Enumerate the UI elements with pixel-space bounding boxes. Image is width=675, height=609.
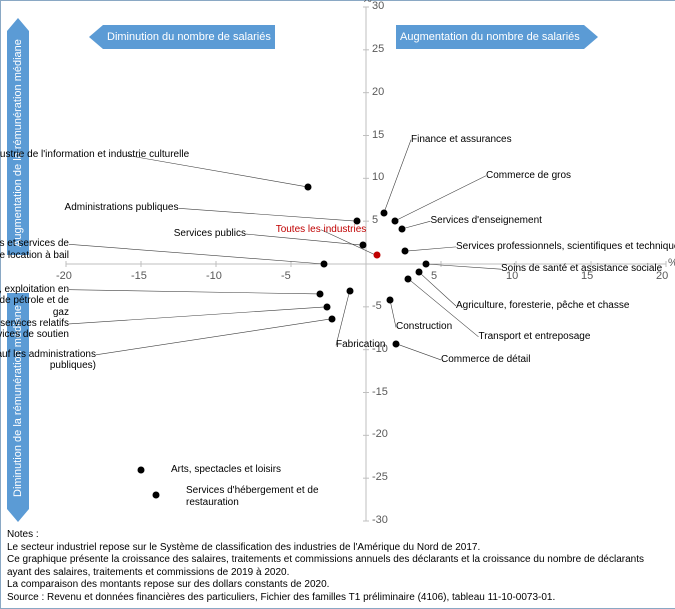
notes-line: Le secteur industriel repose sur le Syst… — [7, 542, 667, 555]
y-tick: 30 — [372, 0, 384, 12]
scatter-point — [138, 466, 145, 473]
arrow-label: Augmentation du nombre de salariés — [400, 31, 580, 43]
point-label: Toutes les industries — [261, 224, 381, 236]
scatter-point — [324, 303, 331, 310]
arrow-decrease-employees: Diminution du nombre de salariés — [103, 25, 275, 49]
point-label: Agriculture, foresterie, pêche et chasse — [456, 300, 675, 312]
arrow-label: Diminution du nombre de salariés — [107, 31, 271, 43]
y-tick: 20 — [372, 86, 384, 98]
chart-container: Diminution du nombre de salariés Augment… — [0, 0, 675, 609]
scatter-point — [391, 218, 398, 225]
notes-line: La comparaison des montants repose sur d… — [7, 579, 667, 592]
scatter-point — [346, 288, 353, 295]
point-label: Industrie de l'information et industrie … — [0, 149, 126, 161]
scatter-point — [316, 290, 323, 297]
y-tick: -25 — [372, 471, 388, 483]
scatter-point — [328, 315, 335, 322]
point-label: Services aux entreprises, services relat… — [0, 318, 69, 341]
x-tick: -15 — [131, 270, 147, 282]
scatter-point — [399, 225, 406, 232]
point-label: Services d'enseignement — [431, 215, 581, 227]
point-label: Extraction minière, exploitation en carr… — [0, 284, 69, 319]
scatter-point — [423, 261, 430, 268]
notes-source: Source : Revenu et données financières d… — [7, 592, 667, 605]
x-tick: 5 — [431, 270, 437, 282]
y-tick: -5 — [372, 300, 382, 312]
point-label: Soins de santé et assistance sociale — [501, 263, 675, 275]
scatter-point — [373, 252, 380, 259]
scatter-point — [304, 183, 311, 190]
point-label: Services professionnels, scientifiques e… — [456, 241, 675, 253]
point-label: Services immobiliers et services de loca… — [0, 238, 69, 261]
scatter-point — [415, 268, 422, 275]
point-label: Finance et assurances — [411, 134, 551, 146]
y-tick: -30 — [372, 514, 388, 526]
arrow-increase-pay: Augmentation de la rémunération médiane — [7, 31, 29, 255]
arrow-increase-employees: Augmentation du nombre de salariés — [396, 25, 584, 49]
scatter-point — [321, 261, 328, 268]
y-axis-title: % — [362, 0, 372, 5]
arrow-label: Augmentation de la rémunération médiane — [12, 39, 24, 247]
y-tick: 25 — [372, 43, 384, 55]
notes-line: Ce graphique présente la croissance des … — [7, 554, 667, 579]
point-label: Construction — [396, 321, 476, 333]
y-tick: 10 — [372, 171, 384, 183]
point-label: Transport et entreposage — [479, 331, 629, 343]
point-label: Autres services (sauf les administration… — [0, 349, 96, 372]
scatter-point — [381, 209, 388, 216]
point-label: Services d'hébergement et de restauratio… — [186, 485, 346, 508]
point-label: Services publics — [156, 228, 246, 240]
point-label: Commerce de gros — [486, 170, 606, 182]
y-tick: -15 — [372, 386, 388, 398]
x-tick: -20 — [56, 270, 72, 282]
scatter-point — [387, 296, 394, 303]
notes-header: Notes : — [7, 529, 667, 542]
y-tick: 15 — [372, 129, 384, 141]
point-label: Commerce de détail — [441, 354, 561, 366]
scatter-point — [393, 340, 400, 347]
scatter-point — [402, 248, 409, 255]
x-tick: -10 — [206, 270, 222, 282]
scatter-point — [405, 275, 412, 282]
point-label: Administrations publiques — [29, 202, 179, 214]
scatter-point — [153, 492, 160, 499]
notes-block: Notes :Le secteur industriel repose sur … — [7, 529, 667, 604]
x-tick: -5 — [281, 270, 291, 282]
point-label: Arts, spectacles et loisirs — [171, 464, 321, 476]
y-tick: -20 — [372, 428, 388, 440]
scatter-point — [360, 242, 367, 249]
